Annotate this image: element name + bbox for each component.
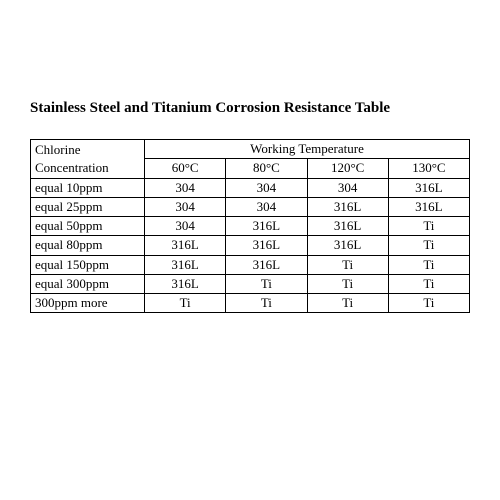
row-header-chlorine-line1: Chlorine [31,140,145,159]
col-header: 130°C [388,159,469,178]
table-row: 300ppm more Ti Ti Ti Ti [31,294,470,313]
table-cell: Ti [307,294,388,313]
table-cell: 316L [388,178,469,197]
page-title: Stainless Steel and Titanium Corrosion R… [30,100,470,117]
table-row: equal 50ppm 304 316L 316L Ti [31,217,470,236]
col-header: 80°C [226,159,307,178]
table-row: equal 25ppm 304 304 316L 316L [31,197,470,216]
table-cell: Ti [307,255,388,274]
row-label: equal 25ppm [31,197,145,216]
document-page: Stainless Steel and Titanium Corrosion R… [0,0,500,313]
table-cell: 316L [226,255,307,274]
table-row: equal 300ppm 316L Ti Ti Ti [31,274,470,293]
row-label: equal 300ppm [31,274,145,293]
table-cell: Ti [226,274,307,293]
table-header-row-2: Concentration 60°C 80°C 120°C 130°C [31,159,470,178]
table-cell: 304 [145,197,226,216]
col-header: 120°C [307,159,388,178]
table-cell: 316L [307,197,388,216]
table-header-row-1: Chlorine Working Temperature [31,140,470,159]
table-cell: Ti [388,294,469,313]
table-cell: 304 [307,178,388,197]
table-cell: 304 [145,178,226,197]
row-header-chlorine-line2: Concentration [31,159,145,178]
table-cell: Ti [388,255,469,274]
table-cell: Ti [388,217,469,236]
table-cell: Ti [307,274,388,293]
table-cell: 304 [145,217,226,236]
table-cell: 316L [226,217,307,236]
table-cell: 316L [145,274,226,293]
table-cell: Ti [226,294,307,313]
row-label: equal 80ppm [31,236,145,255]
table-cell: 304 [226,197,307,216]
table-cell: 316L [145,255,226,274]
table-cell: 316L [145,236,226,255]
table-row: equal 150ppm 316L 316L Ti Ti [31,255,470,274]
col-span-header-temperature: Working Temperature [145,140,470,159]
row-label: equal 50ppm [31,217,145,236]
row-label: 300ppm more [31,294,145,313]
table-row: equal 80ppm 316L 316L 316L Ti [31,236,470,255]
table-row: equal 10ppm 304 304 304 316L [31,178,470,197]
col-header: 60°C [145,159,226,178]
row-label: equal 10ppm [31,178,145,197]
table-cell: 316L [388,197,469,216]
row-label: equal 150ppm [31,255,145,274]
table-cell: 304 [226,178,307,197]
corrosion-table: Chlorine Working Temperature Concentrati… [30,139,470,313]
table-cell: 316L [307,217,388,236]
table-cell: 316L [307,236,388,255]
table-cell: Ti [388,236,469,255]
table-cell: Ti [388,274,469,293]
table-cell: Ti [145,294,226,313]
table-cell: 316L [226,236,307,255]
